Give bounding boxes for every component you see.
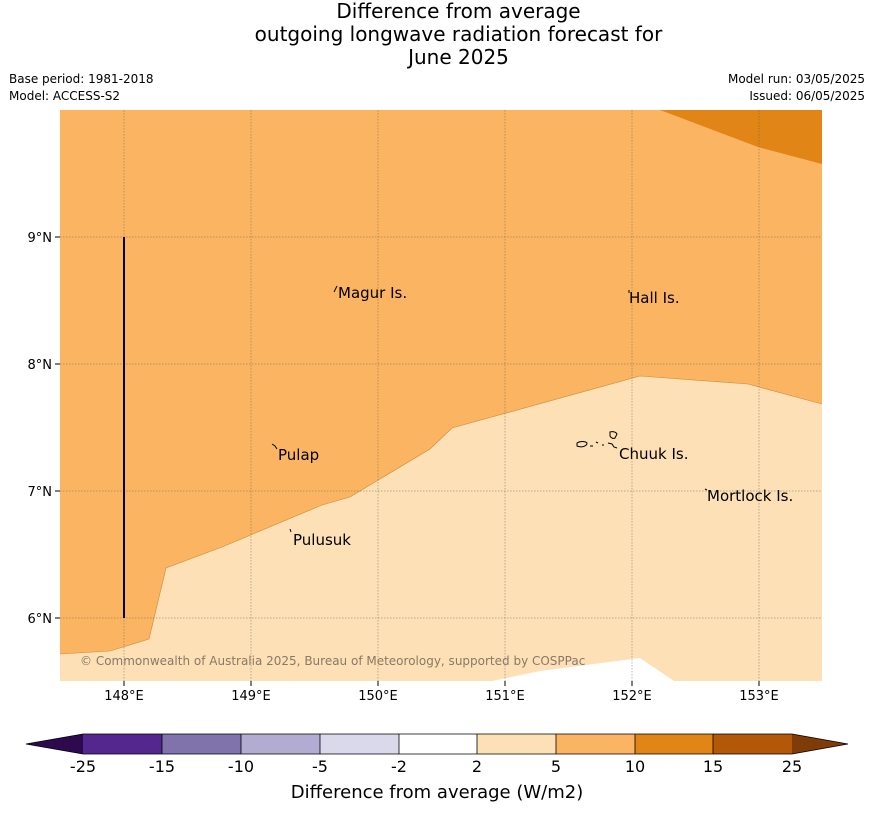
- colorbar-tick-labels: -25 -15 -10 -5 -2 2 5 10 15 25: [70, 757, 802, 776]
- colorbar-tick-1: -15: [149, 757, 175, 776]
- lon-tick-149e: 149°E: [231, 689, 271, 704]
- colorbar-seg-8: [635, 734, 713, 754]
- colorbar-tick-9: 25: [782, 757, 802, 776]
- place-label-magur: Magur Is.: [338, 284, 407, 302]
- place-label-mortlock: Mortlock Is.: [707, 487, 793, 505]
- colorbar: -25 -15 -10 -5 -2 2 5 10 15 25 Differenc…: [25, 733, 849, 803]
- colorbar-dividers: [161, 734, 714, 754]
- colorbar-tick-3: -5: [312, 757, 328, 776]
- colorbar-tick-6: 5: [551, 757, 561, 776]
- colorbar-seg-1: [83, 734, 162, 754]
- place-labels: Magur Is. Hall Is. Pulap Chuuk Is. Mortl…: [278, 284, 793, 549]
- contour-band-2-to-5: [60, 376, 822, 681]
- lat-tick-9n: 9°N: [28, 231, 53, 246]
- place-label-chuuk: Chuuk Is.: [619, 445, 688, 463]
- contour-band-10-to-15: [660, 110, 822, 164]
- issued-text: Issued: 06/05/2025: [749, 89, 865, 103]
- place-label-pulap: Pulap: [278, 446, 319, 464]
- colorbar-tick-4: -2: [391, 757, 407, 776]
- lat-tick-marks: [55, 236, 60, 619]
- colorbar-tick-7: 10: [625, 757, 645, 776]
- colorbar-outline: [25, 733, 849, 755]
- island-shapes: [271, 285, 708, 533]
- base-period-text: Base period: 1981-2018: [9, 72, 154, 86]
- lon-tick-labels: 148°E 149°E 150°E 151°E 152°E 153°E: [104, 689, 779, 704]
- lat-tick-labels: 9°N 8°N 7°N 6°N: [28, 231, 53, 627]
- gridlines: [60, 110, 822, 681]
- model-text: Model: ACCESS-S2: [9, 89, 121, 103]
- colorbar-seg-4: [320, 734, 399, 754]
- colorbar-seg-5: [399, 734, 477, 754]
- colorbar-tick-0: -25: [70, 757, 96, 776]
- title-line-1: Difference from average: [336, 0, 581, 23]
- colorbar-tick-5: 2: [472, 757, 482, 776]
- colorbar-seg-7: [556, 734, 635, 754]
- colorbar-label: Difference from average (W/m2): [291, 782, 583, 803]
- lon-tick-152e: 152°E: [612, 689, 652, 704]
- colorbar-tick-2: -10: [228, 757, 254, 776]
- colorbar-seg-6: [477, 734, 556, 754]
- lat-tick-6n: 6°N: [28, 612, 53, 627]
- lon-tick-148e: 148°E: [104, 689, 144, 704]
- lon-tick-153e: 153°E: [739, 689, 779, 704]
- title-line-2: outgoing longwave radiation forecast for: [254, 22, 663, 46]
- contour-band-neg2-to-2: [492, 658, 674, 681]
- colorbar-seg-9: [713, 734, 792, 754]
- colorbar-seg-3: [241, 734, 320, 754]
- title-line-3: June 2025: [408, 45, 509, 69]
- map-plot-area: Magur Is. Hall Is. Pulap Chuuk Is. Mortl…: [60, 110, 822, 681]
- contour-line: [60, 375, 822, 655]
- place-label-hall: Hall Is.: [629, 289, 680, 307]
- lon-tick-marks: [123, 681, 760, 686]
- model-run-text: Model run: 03/05/2025: [727, 72, 865, 86]
- copyright-text: © Commonwealth of Australia 2025, Bureau…: [80, 654, 585, 668]
- lon-tick-150e: 150°E: [358, 689, 398, 704]
- colorbar-tick-8: 15: [703, 757, 723, 776]
- meta-left: Base period: 1981-2018 Model: ACCESS-S2: [9, 71, 154, 105]
- meta-right: Model run: 03/05/2025 Issued: 06/05/2025: [728, 71, 865, 105]
- place-label-pulusuk: Pulusuk: [293, 531, 351, 549]
- lat-tick-7n: 7°N: [28, 485, 53, 500]
- colorbar-extend-high: [792, 734, 848, 754]
- lat-tick-8n: 8°N: [28, 358, 53, 373]
- colorbar-seg-2: [162, 734, 241, 754]
- lon-tick-151e: 151°E: [485, 689, 525, 704]
- colorbar-extend-low: [26, 734, 83, 754]
- map-title: Difference from average outgoing longwav…: [0, 0, 873, 69]
